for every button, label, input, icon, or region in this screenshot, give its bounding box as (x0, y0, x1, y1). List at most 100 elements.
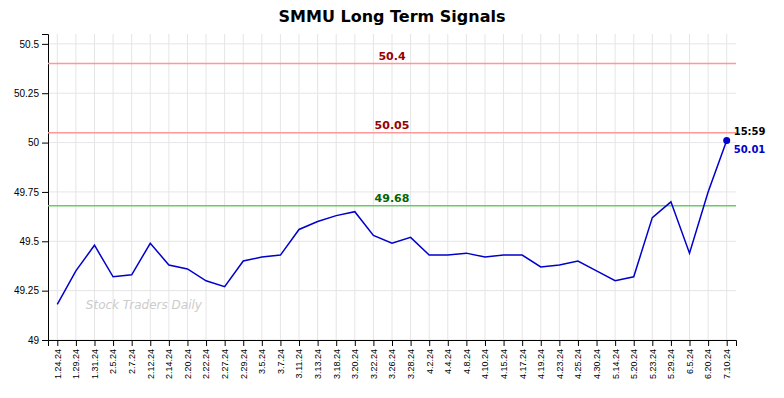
plot: 4949.2549.549.755050.2550.51.24.241.29.2… (14, 34, 766, 379)
tick: 3.26.24 (387, 340, 397, 379)
tick: 2.20.24 (183, 340, 193, 379)
tick: 50 (28, 137, 48, 148)
tick-label: 5.29.24 (666, 349, 676, 379)
grid-line (615, 34, 616, 340)
tick-mark (336, 340, 337, 346)
tick: 5.20.24 (629, 340, 639, 379)
tick: 2.22.24 (201, 340, 211, 379)
tick-mark (504, 340, 505, 346)
tick-mark (262, 340, 263, 346)
tick-mark (522, 340, 523, 346)
tick-label: 2.27.24 (220, 349, 230, 379)
tick-mark (411, 340, 412, 346)
tick-mark (42, 192, 48, 193)
tick: 1.24.24 (53, 340, 63, 379)
grid-line (429, 34, 430, 340)
grid-line (466, 34, 467, 340)
grid-line (670, 34, 671, 340)
tick-mark (42, 93, 48, 94)
tick-mark (225, 340, 226, 346)
tick-label: 2.12.24 (146, 349, 156, 379)
tick-mark (634, 340, 635, 346)
tick-label: 7.10.24 (722, 349, 732, 379)
tick-mark (708, 340, 709, 346)
tick-label: 4.15.24 (499, 349, 509, 379)
tick-label: 1.31.24 (90, 349, 100, 379)
tick-mark (597, 340, 598, 346)
reference-line (48, 63, 736, 65)
grid-line (299, 34, 300, 340)
tick: 4.10.24 (480, 340, 490, 379)
last-price: 50.01 (734, 144, 766, 155)
grid-line (633, 34, 634, 340)
marks (48, 64, 736, 305)
grid-line (689, 34, 690, 340)
tick-label: 3.18.24 (332, 349, 342, 379)
grid-line (522, 34, 523, 340)
tick-mark (392, 340, 393, 346)
tick-mark (42, 340, 48, 341)
tick-mark (206, 340, 207, 346)
tick: 2.5.24 (108, 340, 118, 374)
y-axis: 4949.2549.549.755050.2550.5 (14, 35, 49, 346)
tick-label: 4.8.24 (462, 349, 472, 374)
grid-line (187, 34, 188, 340)
tick-label: 4.25.24 (573, 349, 583, 379)
tick-label: 4.17.24 (518, 349, 528, 379)
grid-line (336, 34, 337, 340)
tick: 2.12.24 (146, 340, 156, 379)
tick: 2.14.24 (164, 340, 174, 379)
tick-label: 3.7.24 (276, 349, 286, 374)
grid-line (726, 34, 727, 340)
grid-line (280, 34, 281, 340)
tick-label: 50 (28, 137, 40, 148)
tick: 4.17.24 (518, 340, 528, 379)
tick-mark (559, 340, 560, 346)
tick-label: 1.24.24 (53, 349, 63, 379)
tick: 49.5 (20, 236, 48, 247)
grid-line (596, 34, 597, 340)
grid-line (168, 34, 169, 340)
watermark: Stock Traders Daily (86, 298, 203, 312)
grid-line (708, 34, 709, 340)
tick-mark (448, 340, 449, 346)
grid-line (410, 34, 411, 340)
reference-line (48, 132, 736, 134)
grid-line (447, 34, 448, 340)
tick: 4.19.24 (536, 340, 546, 379)
tick-mark (373, 340, 374, 346)
tick-mark (187, 340, 188, 346)
grid-line (131, 34, 132, 340)
tick-mark (113, 340, 114, 346)
tick-mark (578, 340, 579, 346)
tick-mark (355, 340, 356, 346)
grid-line (652, 34, 653, 340)
line (57, 141, 726, 305)
reference-label: 50.05 (375, 119, 410, 132)
tick: 3.28.24 (406, 340, 416, 379)
grid-line (354, 34, 355, 340)
tick-label: 3.5.24 (257, 349, 267, 374)
tick: 7.10.24 (722, 340, 732, 379)
grid-line (373, 34, 374, 340)
tick-label: 4.23.24 (555, 349, 565, 379)
grid-line (392, 34, 393, 340)
tick-label: 6.5.24 (685, 349, 695, 374)
tick-label: 49 (28, 335, 40, 346)
tick-label: 50.5 (20, 39, 40, 50)
tick-mark (42, 291, 48, 292)
tick-mark (485, 340, 486, 346)
tick-label: 3.22.24 (369, 349, 379, 379)
tick-label: 49.5 (20, 236, 40, 247)
tick-mark (42, 44, 48, 45)
tick: 2.27.24 (220, 340, 230, 379)
tick-label: 5.20.24 (629, 349, 639, 379)
tick-label: 2.7.24 (127, 349, 137, 374)
axis-line (42, 35, 49, 341)
grid-line (57, 34, 58, 340)
tick-label: 49.75 (14, 187, 39, 198)
last-point (723, 137, 730, 144)
tick: 3.7.24 (276, 340, 286, 374)
grid (48, 34, 736, 340)
tick-label: 2.20.24 (183, 349, 193, 379)
